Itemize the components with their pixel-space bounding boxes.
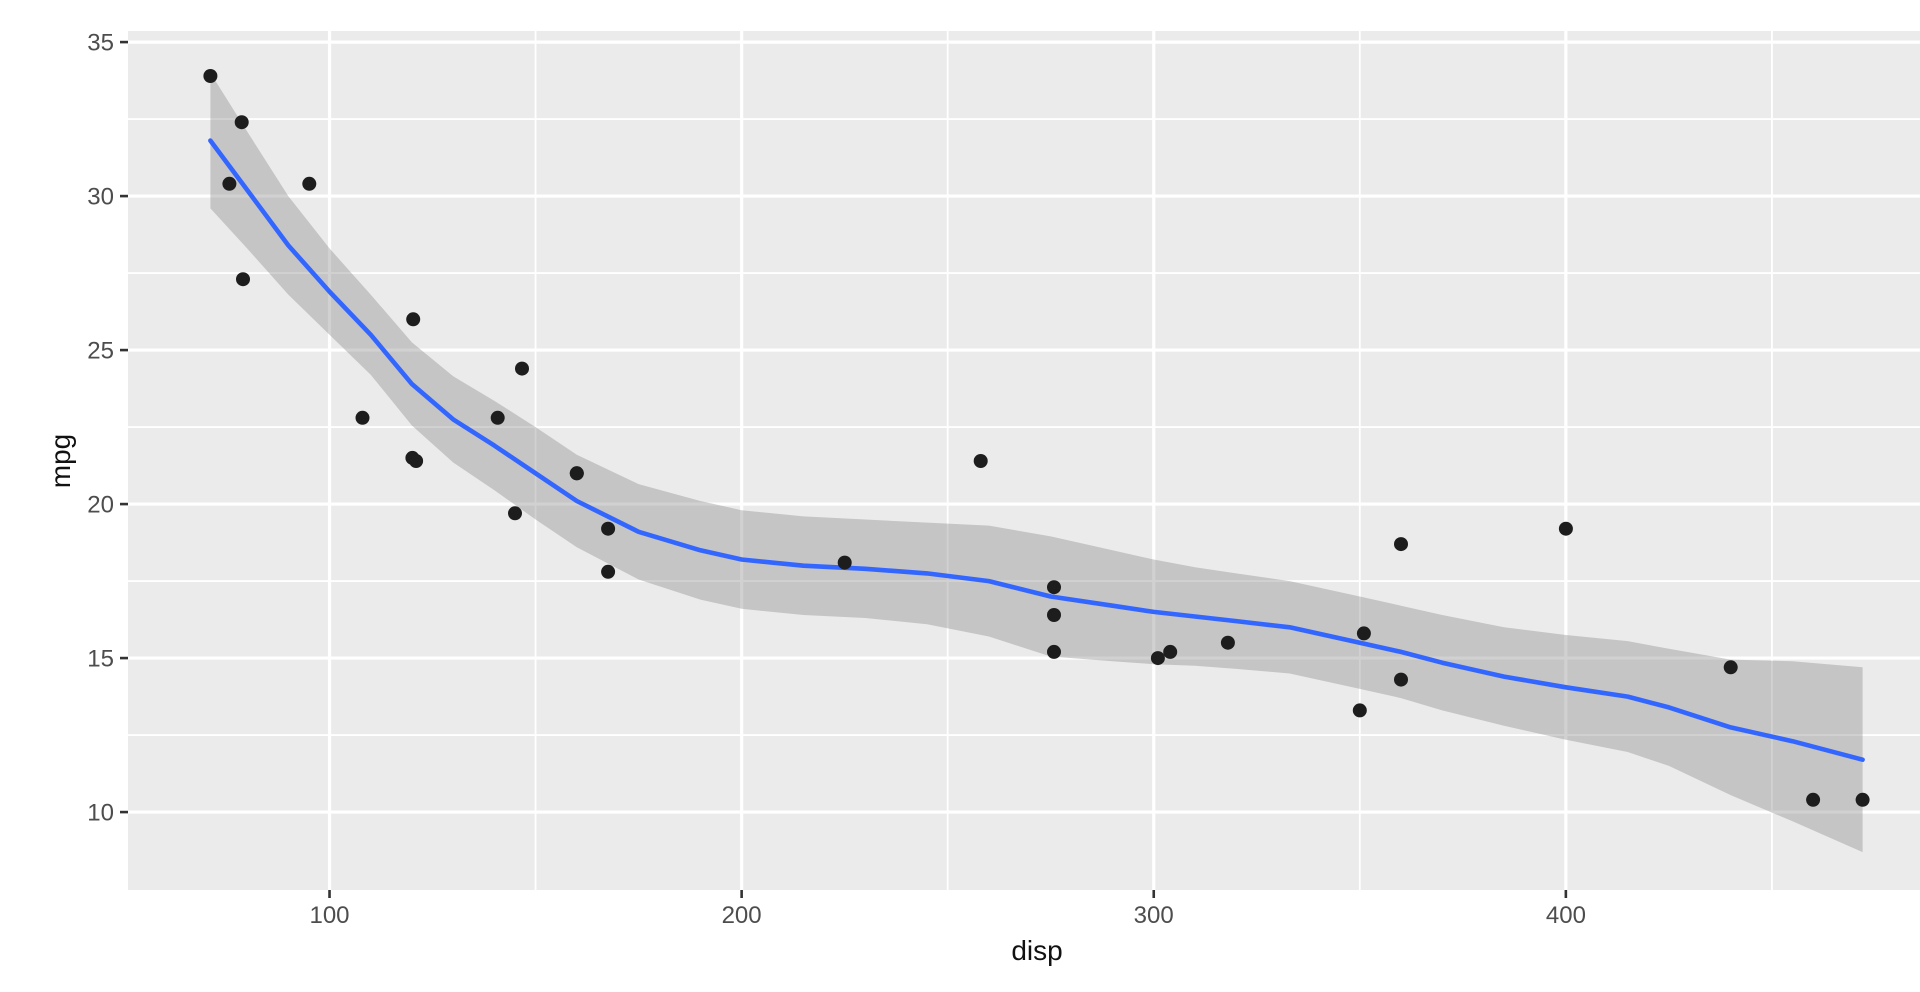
data-point	[508, 506, 522, 521]
data-point	[490, 410, 505, 425]
data-point	[1352, 703, 1367, 718]
data-point	[1163, 644, 1178, 659]
data-point	[1047, 608, 1061, 622]
data-point	[355, 410, 370, 425]
confidence-ribbon	[210, 72, 1863, 853]
data-point	[203, 69, 218, 83]
x-axis-tick-labels: 100 200 300 400	[309, 902, 1585, 929]
data-point	[973, 454, 988, 468]
data-point	[1047, 644, 1061, 659]
data-point	[1150, 651, 1165, 666]
data-point	[837, 555, 852, 570]
panel-background	[128, 31, 1920, 890]
axis-tick-marks	[120, 40, 1568, 898]
data-point	[601, 521, 616, 536]
data-point	[236, 272, 250, 287]
y-axis-tick-label: 30	[87, 184, 114, 211]
data-point	[515, 361, 529, 376]
x-axis-tick-label: 400	[1546, 902, 1586, 929]
data-point	[1356, 626, 1371, 641]
y-axis-title: mpg	[45, 434, 76, 488]
data-point	[234, 115, 249, 130]
chart-canvas: 100 200 300 400 10 15 20 25 30 35 disp mpg	[45, 30, 1920, 966]
x-axis-title: disp	[1011, 935, 1062, 966]
data-point	[569, 466, 584, 481]
major-gridlines	[128, 31, 1920, 890]
data-point	[1855, 792, 1870, 807]
data-point	[302, 176, 317, 191]
data-point	[1558, 521, 1573, 536]
data-point	[1394, 672, 1408, 687]
x-axis-tick-label: 100	[309, 902, 349, 929]
y-axis-tick-label: 15	[87, 646, 114, 673]
x-axis-tick-label: 200	[722, 902, 762, 929]
data-point	[1394, 537, 1408, 552]
data-points	[203, 69, 1870, 807]
x-axis-tick-label: 300	[1134, 902, 1174, 929]
data-point	[1723, 660, 1738, 675]
minor-gridlines	[128, 31, 1920, 890]
data-point	[406, 312, 421, 327]
loess-smooth-line	[208, 138, 1865, 763]
data-point	[1220, 635, 1235, 650]
y-axis-tick-label: 20	[87, 492, 114, 519]
y-axis-tick-label: 10	[87, 800, 114, 827]
data-point	[1806, 792, 1821, 807]
scatter-plot-mpg-vs-disp: 100 200 300 400 10 15 20 25 30 35 disp mpg	[40, 16, 1920, 976]
data-point	[1047, 580, 1061, 595]
y-axis-tick-label: 35	[87, 30, 114, 57]
data-point	[601, 564, 616, 579]
y-axis-tick-label: 25	[87, 338, 114, 365]
data-point	[409, 454, 424, 468]
data-point	[222, 176, 237, 191]
y-axis-tick-labels: 10 15 20 25 30 35	[87, 30, 114, 827]
